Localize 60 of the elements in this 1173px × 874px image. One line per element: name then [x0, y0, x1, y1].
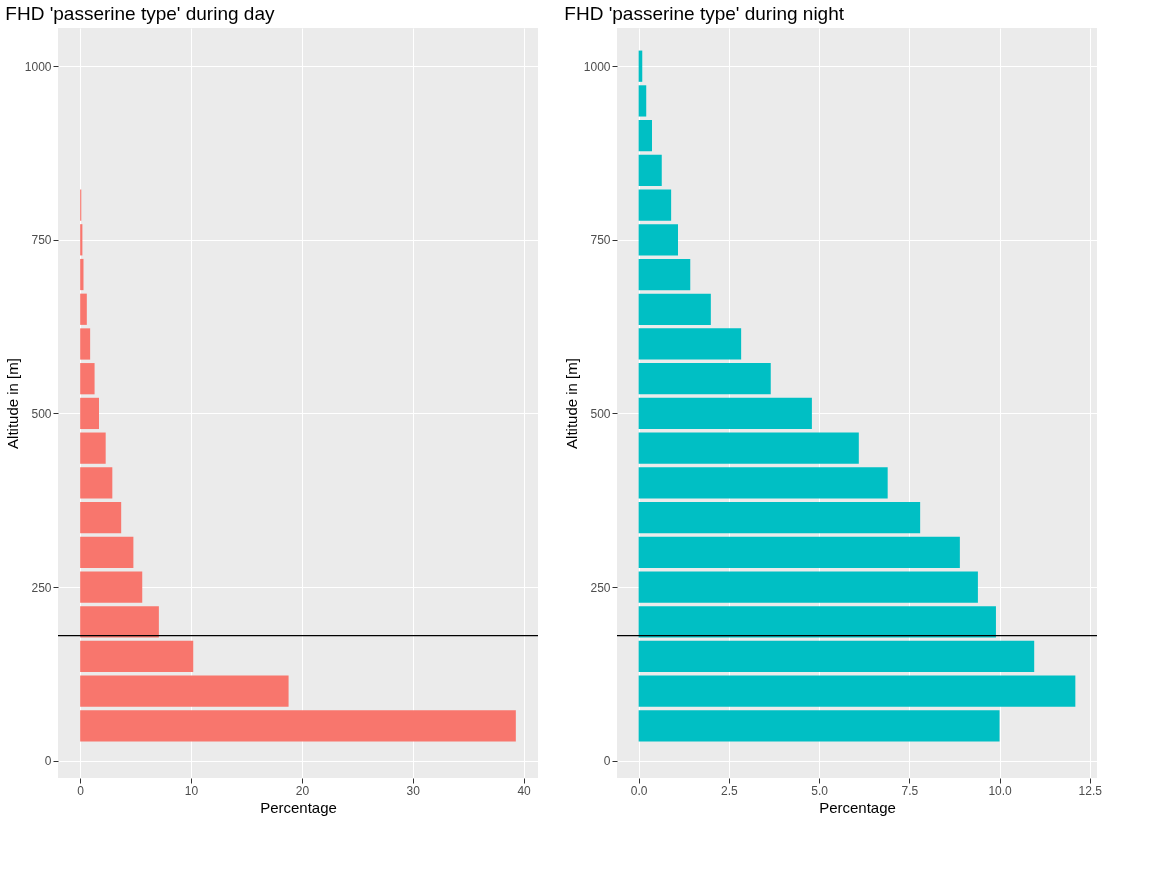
y-tick-label: 750: [590, 233, 611, 248]
bar: [638, 258, 691, 291]
y-tick-label: 500: [31, 406, 52, 421]
x-tick-label: 30: [406, 783, 421, 798]
bar: [638, 675, 1076, 707]
bar: [80, 571, 143, 603]
bar: [638, 640, 1035, 673]
y-axis-title: Altitude in [m]: [3, 358, 21, 449]
bar: [80, 501, 122, 534]
x-tick-label: 0.0: [630, 783, 648, 798]
bar: [638, 154, 662, 186]
x-tick-label: 0: [77, 783, 85, 798]
y-tick-label: 0: [603, 754, 611, 769]
bar: [80, 397, 100, 430]
bar: [80, 710, 516, 742]
bar: [638, 85, 647, 117]
bar: [638, 710, 1000, 742]
y-tick-label: 250: [590, 580, 611, 595]
y-tick-label: 1000: [24, 59, 52, 74]
bar: [80, 293, 87, 325]
x-axis-title: Percentage: [819, 798, 896, 816]
bar: [638, 224, 678, 256]
chart-title: FHD 'passerine type' during night: [564, 3, 845, 24]
bar: [80, 328, 91, 360]
bar: [638, 397, 812, 430]
x-tick-label: 7.5: [901, 783, 919, 798]
bar: [80, 432, 106, 464]
x-tick-label: 10: [184, 783, 199, 798]
y-tick-label: 250: [31, 580, 52, 595]
x-tick-label: 40: [517, 783, 532, 798]
bar: [80, 536, 134, 568]
x-tick-label: 20: [295, 783, 310, 798]
y-tick-label: 0: [44, 754, 52, 769]
bar: [638, 467, 888, 499]
bar: [638, 189, 672, 221]
bar: [80, 363, 95, 395]
y-axis-title: Altitude in [m]: [562, 358, 580, 449]
x-axis-title: Percentage: [260, 798, 337, 816]
bar: [80, 640, 194, 673]
x-tick-label: 10.0: [988, 783, 1013, 798]
bar: [638, 328, 742, 360]
bar: [638, 501, 921, 534]
bar: [638, 606, 996, 638]
bar: [638, 363, 771, 395]
x-tick-label: 5.0: [811, 783, 829, 798]
bar: [638, 536, 960, 568]
y-tick-label: 1000: [583, 59, 611, 74]
bar: [638, 120, 653, 152]
bar: [638, 432, 859, 464]
bar: [80, 675, 289, 707]
bar: [80, 467, 113, 499]
bar: [638, 293, 711, 325]
chart-title: FHD 'passerine type' during day: [5, 3, 275, 24]
y-tick-label: 500: [590, 406, 611, 421]
bar: [80, 606, 159, 638]
x-tick-label: 12.5: [1078, 783, 1103, 798]
bar: [638, 571, 978, 603]
y-tick-label: 750: [31, 233, 52, 248]
x-tick-label: 2.5: [721, 783, 739, 798]
bar: [80, 224, 83, 256]
